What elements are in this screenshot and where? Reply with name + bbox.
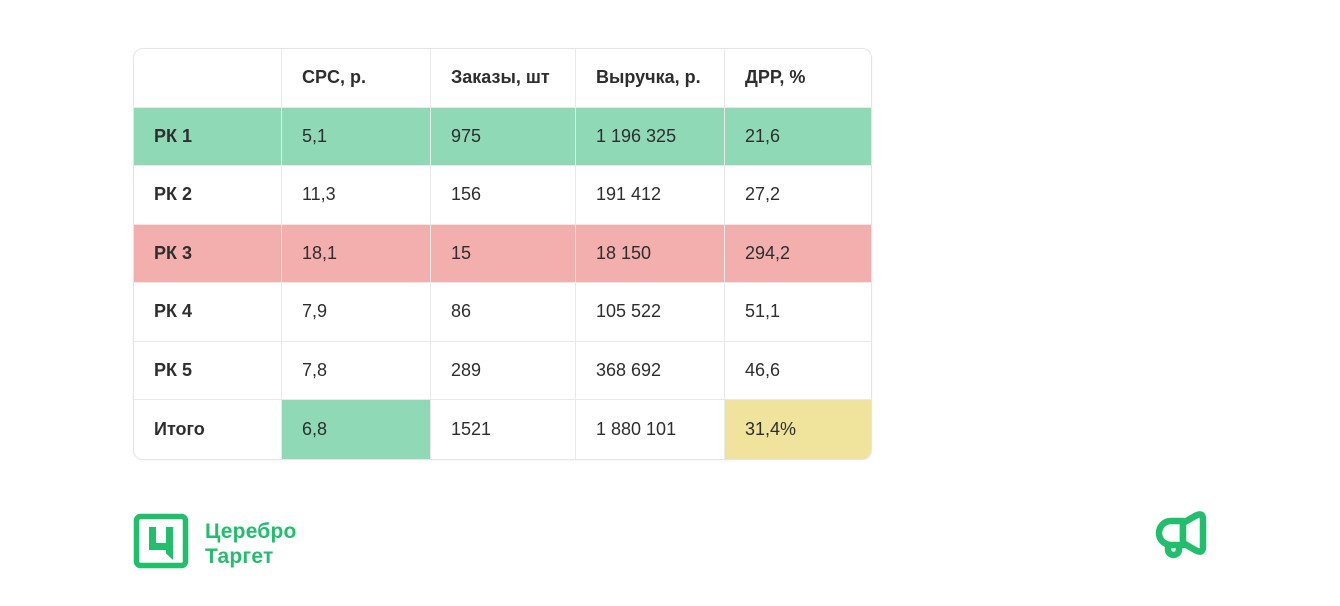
campaign-metrics-table: CPC, р. Заказы, шт Выручка, р. ДРР, % РК… xyxy=(133,48,872,460)
cpc-value: 18,1 xyxy=(282,224,431,283)
cerebro-target-logo: Церебро Таргет xyxy=(133,513,297,575)
orders-value: 156 xyxy=(431,166,576,225)
row-label: РК 3 xyxy=(134,224,282,283)
drr-value: 294,2 xyxy=(725,224,871,283)
column-header-drr: ДРР, % xyxy=(725,49,871,108)
revenue-value: 105 522 xyxy=(576,283,725,342)
column-header-orders: Заказы, шт xyxy=(431,49,576,108)
cpc-value: 7,9 xyxy=(282,283,431,342)
cpc-value: 5,1 xyxy=(282,107,431,166)
orders-value: 975 xyxy=(431,107,576,166)
drr-value: 46,6 xyxy=(725,341,871,400)
cerebro-letter-mark-icon xyxy=(133,513,189,575)
revenue-value: 368 692 xyxy=(576,341,725,400)
revenue-value: 1 880 101 xyxy=(576,400,725,459)
drr-value: 21,6 xyxy=(725,107,871,166)
table-row-total: Итого 6,8 1521 1 880 101 31,4% xyxy=(134,400,871,459)
logo-text-line2: Таргет xyxy=(205,545,274,568)
orders-value: 86 xyxy=(431,283,576,342)
table-row-pk3: РК 3 18,1 15 18 150 294,2 xyxy=(134,224,871,283)
logo-text: Церебро Таргет xyxy=(205,519,297,569)
column-header-revenue: Выручка, р. xyxy=(576,49,725,108)
row-label: РК 1 xyxy=(134,107,282,166)
revenue-value: 18 150 xyxy=(576,224,725,283)
table-row-pk5: РК 5 7,8 289 368 692 46,6 xyxy=(134,341,871,400)
revenue-value: 1 196 325 xyxy=(576,107,725,166)
row-label: Итого xyxy=(134,400,282,459)
table-row-pk1: РК 1 5,1 975 1 196 325 21,6 xyxy=(134,107,871,166)
header-row: CPC, р. Заказы, шт Выручка, р. ДРР, % xyxy=(134,49,871,108)
row-label: РК 5 xyxy=(134,341,282,400)
megaphone-icon xyxy=(1146,508,1208,571)
orders-value: 15 xyxy=(431,224,576,283)
drr-value: 51,1 xyxy=(725,283,871,342)
cpc-value: 11,3 xyxy=(282,166,431,225)
drr-value: 31,4% xyxy=(725,400,871,459)
orders-value: 289 xyxy=(431,341,576,400)
row-label: РК 4 xyxy=(134,283,282,342)
orders-value: 1521 xyxy=(431,400,576,459)
row-label: РК 2 xyxy=(134,166,282,225)
column-header-cpc: CPC, р. xyxy=(282,49,431,108)
revenue-value: 191 412 xyxy=(576,166,725,225)
column-header-empty xyxy=(134,49,282,108)
metrics-table: CPC, р. Заказы, шт Выручка, р. ДРР, % РК… xyxy=(134,49,871,459)
table-row-pk4: РК 4 7,9 86 105 522 51,1 xyxy=(134,283,871,342)
cpc-value: 7,8 xyxy=(282,341,431,400)
drr-value: 27,2 xyxy=(725,166,871,225)
logo-text-line1: Церебро xyxy=(205,520,297,543)
cpc-value: 6,8 xyxy=(282,400,431,459)
table-row-pk2: РК 2 11,3 156 191 412 27,2 xyxy=(134,166,871,225)
